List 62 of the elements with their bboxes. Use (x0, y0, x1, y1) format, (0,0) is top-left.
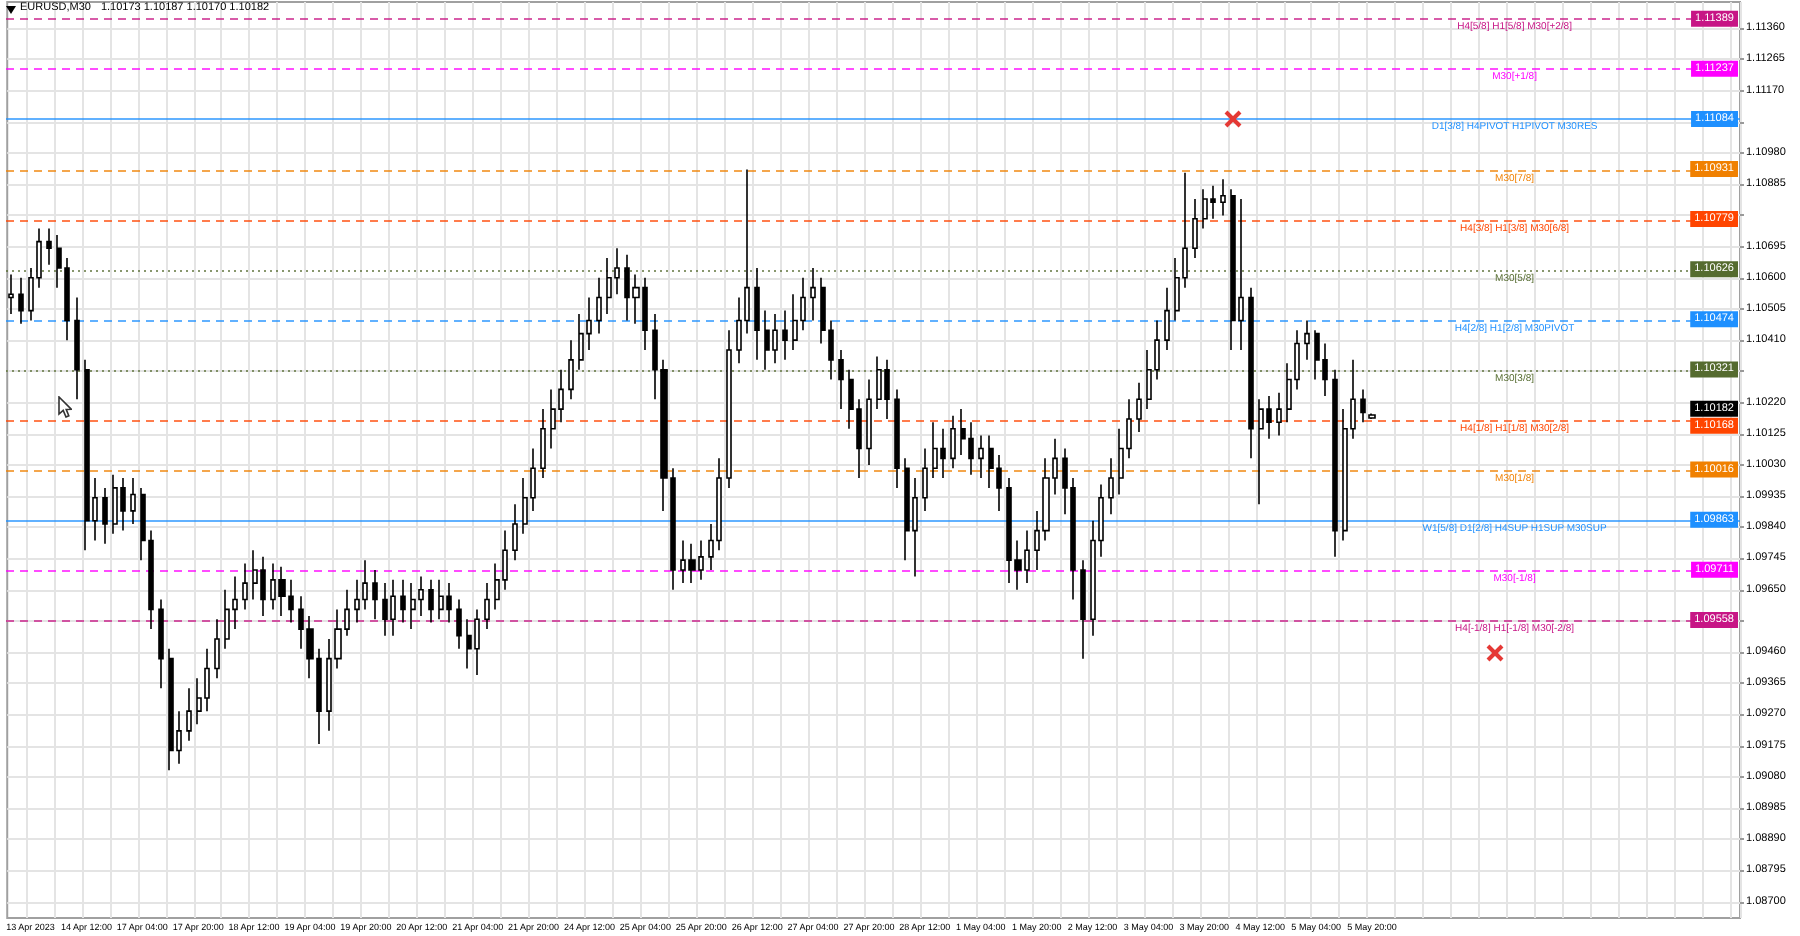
candlestick (120, 477, 126, 532)
candlestick (894, 388, 900, 489)
candlestick (382, 582, 388, 637)
candlestick (568, 339, 574, 401)
candlestick (410, 582, 416, 630)
candlestick (112, 473, 118, 535)
candlestick (8, 273, 14, 315)
candlestick (1332, 368, 1338, 558)
candlestick (940, 428, 946, 479)
candlestick (772, 313, 778, 364)
candlestick (1192, 198, 1198, 259)
candlestick (372, 569, 378, 621)
candlestick (168, 647, 174, 772)
candlestick (74, 296, 80, 401)
candlestick (390, 579, 396, 637)
candlestick (158, 598, 164, 689)
candlestick (130, 477, 136, 525)
candlestick (1230, 188, 1236, 351)
candlestick (764, 309, 770, 371)
candlestick (922, 447, 928, 512)
candlestick (1220, 178, 1226, 217)
candlestick (838, 349, 844, 410)
candlestick (18, 276, 24, 325)
candlestick (1258, 398, 1264, 506)
candlestick (1164, 286, 1170, 351)
candlestick (84, 359, 90, 552)
candlestick (978, 434, 984, 479)
candlestick (932, 421, 938, 479)
candlestick (102, 487, 108, 545)
candlestick (688, 542, 696, 584)
candlestick (810, 267, 816, 322)
candlestick (1080, 559, 1086, 660)
candlestick (754, 267, 760, 361)
candlestick (428, 579, 434, 624)
candlestick (456, 598, 462, 650)
candlestick (884, 359, 890, 420)
candlestick (512, 503, 518, 561)
candlestick (1248, 286, 1254, 460)
candlestick (46, 227, 52, 266)
candlestick (474, 608, 480, 676)
candlestick (446, 582, 452, 624)
candlestick (1368, 412, 1376, 420)
candlestick (866, 378, 872, 466)
candlestick (186, 687, 192, 742)
candlestick (782, 309, 788, 361)
candlestick (1276, 391, 1282, 437)
candlestick (242, 562, 248, 611)
candlestick (1108, 457, 1114, 515)
candlestick (540, 408, 546, 479)
candlestick (950, 414, 956, 470)
candlestick (214, 618, 220, 680)
candlestick (1136, 382, 1142, 433)
candlestick (1304, 319, 1310, 361)
candlestick (278, 565, 286, 617)
candlestick (1202, 188, 1208, 230)
candlestick (260, 556, 266, 617)
candlestick (726, 329, 732, 489)
candlestick (1360, 388, 1366, 424)
candlestick (596, 276, 602, 335)
candlestick (484, 582, 490, 630)
candlestick (400, 579, 406, 624)
candlestick (438, 579, 444, 621)
